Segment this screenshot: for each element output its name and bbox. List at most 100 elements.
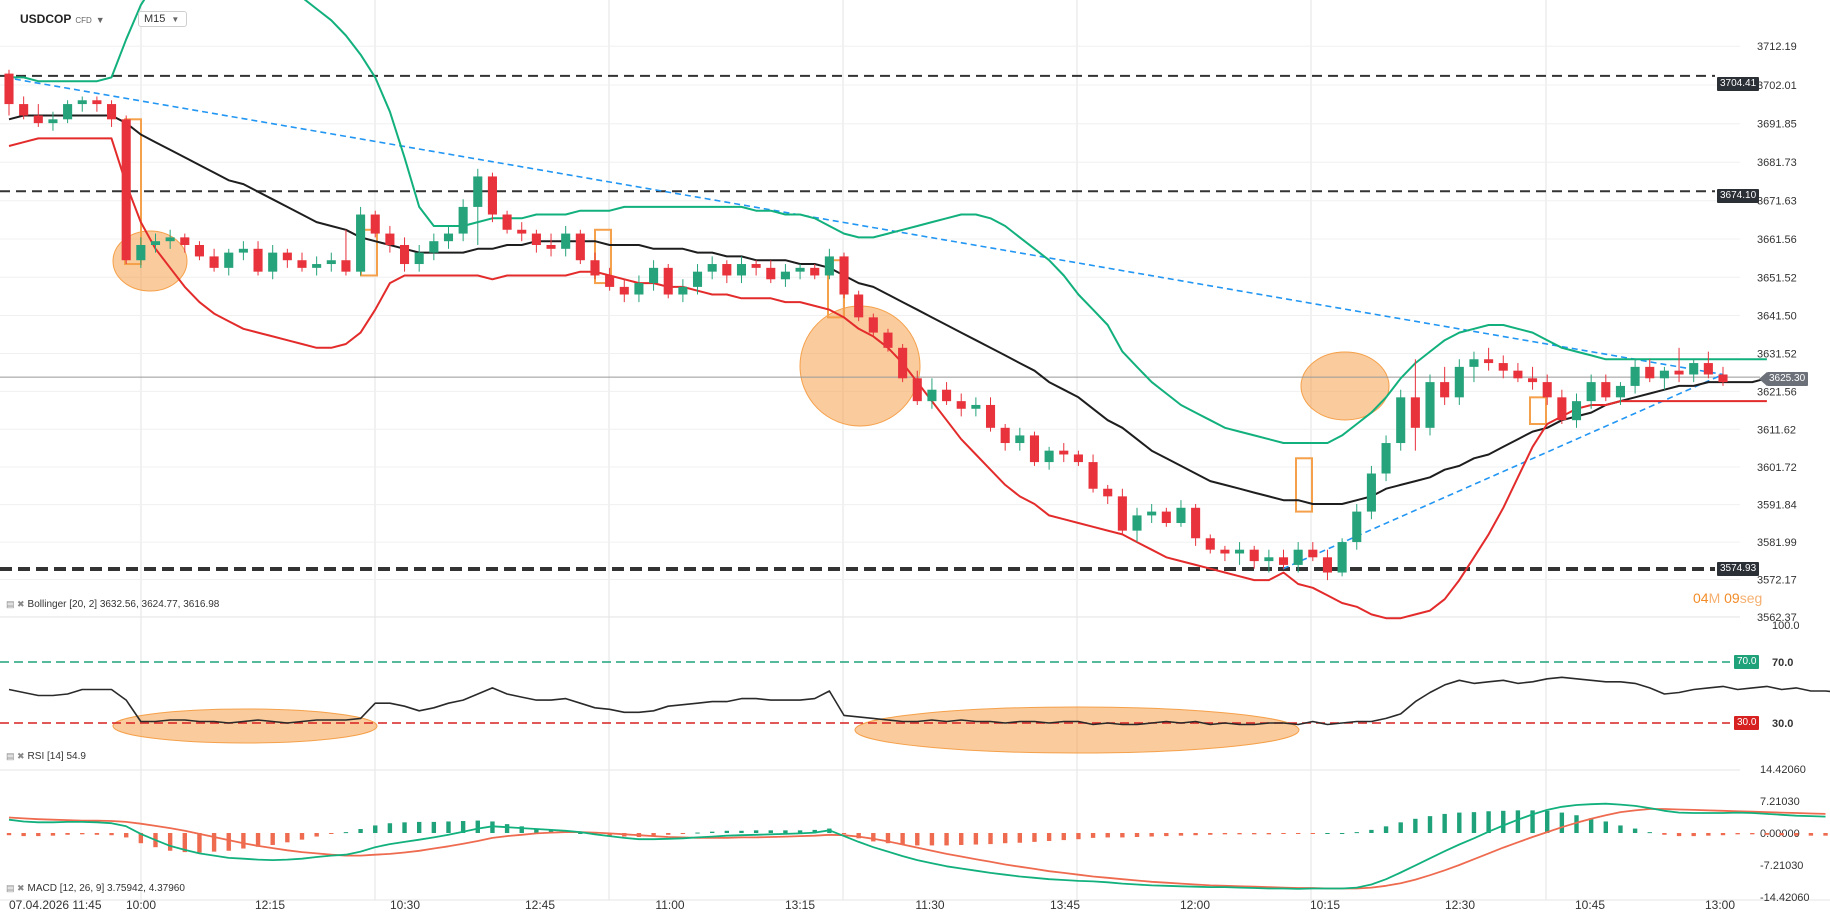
candle-22: [312, 256, 322, 276]
macd-histogram-bar-3: [36, 833, 41, 837]
bollinger-legend[interactable]: ▤ ✖ Bollinger [20, 2] 3632.56, 3624.77, 3…: [6, 599, 219, 610]
price-axis-tick-11: 3611.62: [1757, 424, 1796, 436]
candle-body-84: [1220, 549, 1230, 554]
macd-histogram-bar-46: [666, 833, 671, 835]
rsi-legend[interactable]: ▤ ✖ RSI [14] 54.9: [6, 751, 86, 762]
time-axis-label-12: 12:30: [1445, 898, 1475, 912]
macd-histogram-bar-23: [329, 833, 334, 834]
macd-histogram-bar-72: [1046, 833, 1052, 841]
candle-body-101: [1469, 359, 1479, 367]
candle-body-96: [1396, 397, 1406, 444]
candle-body-49: [707, 264, 717, 272]
candle-body-115: [1674, 370, 1684, 375]
macd-histogram-bar-82: [1193, 833, 1198, 836]
candle-85: [1235, 542, 1245, 565]
macd-histogram-bar-22: [314, 833, 319, 837]
chevron-down-icon[interactable]: ▼: [171, 15, 180, 24]
macd-histogram-bar-95: [1383, 826, 1389, 833]
chevron-down-icon[interactable]: ▼: [95, 15, 105, 25]
macd-histogram-bar-122: [1779, 833, 1784, 836]
candle-body-106: [1542, 382, 1552, 398]
candle-body-82: [1191, 507, 1201, 539]
candle-body-110: [1601, 382, 1611, 398]
candle-33: [473, 168, 483, 245]
timeframe-selector[interactable]: M15 ▼: [138, 11, 188, 27]
current-price-tag: 3625.30: [1758, 372, 1809, 386]
candle-body-22: [312, 264, 322, 268]
level-tag-3: 3574.93: [1717, 562, 1760, 576]
macd-histogram-bar-74: [1076, 833, 1081, 840]
candle-37: [531, 229, 541, 253]
candle-14: [194, 241, 204, 261]
candle-body-97: [1410, 397, 1420, 428]
candle-8: [107, 100, 117, 127]
candle-86: [1249, 545, 1259, 569]
time-axis-label-3: 12:15: [255, 898, 285, 912]
macd-histogram-bar-10: [138, 833, 144, 844]
candle-34: [487, 172, 497, 223]
candle-62: [898, 344, 908, 383]
settings-close-icon[interactable]: ▤ ✖: [6, 751, 25, 761]
macd-histogram-bar-49: [709, 831, 715, 833]
candle-93: [1352, 503, 1362, 550]
macd-axis-tick-5: -14.42060: [1760, 892, 1810, 904]
time-axis-label-5: 12:45: [525, 898, 555, 912]
candle-body-31: [443, 233, 454, 242]
candle-body-51: [736, 264, 747, 276]
macd-histogram-bar-59: [856, 833, 861, 839]
macd-legend[interactable]: ▤ ✖ MACD [12, 26, 9] 3.75942, 4.37960: [6, 883, 185, 894]
candle-118: [1718, 366, 1728, 386]
macd-histogram-bar-121: [1764, 833, 1770, 835]
candle-body-7: [92, 100, 102, 105]
candle-82: [1191, 503, 1201, 546]
macd-histogram-bar-85: [1237, 833, 1242, 835]
macd-histogram-bar-62: [900, 833, 905, 845]
candle-body-47: [678, 286, 688, 295]
candle-52: [751, 260, 761, 276]
macd-histogram-bar-47: [680, 833, 686, 834]
candle-55: [795, 264, 805, 280]
macd-histogram-bar-32: [460, 821, 466, 833]
candle-body-1: [4, 73, 14, 105]
macd-histogram-bar-94: [1369, 829, 1374, 833]
candle-body-98: [1425, 382, 1435, 428]
macd-histogram-bar-50: [724, 830, 730, 833]
candle-body-108: [1571, 401, 1582, 421]
candle-body-86: [1249, 549, 1259, 562]
macd-histogram-bar-28: [402, 822, 407, 833]
highlight-box-5: [1295, 457, 1313, 513]
macd-histogram-bar-40: [578, 833, 583, 834]
candle-body-19: [268, 252, 278, 272]
candle-90: [1308, 542, 1318, 562]
macd-histogram-bar-6: [80, 833, 85, 835]
macd-histogram-bar-103: [1501, 810, 1506, 833]
macd-histogram-bar-58: [841, 833, 847, 834]
settings-close-icon[interactable]: ▤ ✖: [6, 599, 25, 609]
macd-histogram-bar-63: [915, 833, 920, 846]
macd-line: [8, 802, 1826, 890]
candle-28: [399, 237, 410, 272]
candle-body-13: [180, 237, 190, 245]
macd-histogram-bar-123: [1794, 833, 1799, 836]
macd-histogram-bar-16: [226, 833, 231, 851]
price-axis-tick-9: 3631.52: [1757, 348, 1797, 360]
candle-91: [1322, 549, 1333, 581]
macd-axis-tick-4: -7.21030: [1760, 860, 1803, 872]
candle-body-95: [1381, 443, 1391, 474]
settings-close-icon[interactable]: ▤ ✖: [6, 883, 25, 893]
macd-histogram-bar-45: [651, 833, 656, 837]
candle-body-81: [1176, 507, 1186, 524]
macd-histogram-bar-27: [387, 823, 393, 833]
candle-body-50: [722, 264, 732, 276]
timeframe-label: M15: [144, 13, 166, 25]
candle-body-92: [1337, 542, 1347, 573]
candle-98: [1425, 374, 1435, 436]
candle-body-45: [649, 267, 659, 284]
candle-95: [1381, 435, 1391, 482]
price-axis-tick-14: 3581.99: [1757, 537, 1797, 549]
macd-histogram-bar-67: [973, 833, 979, 845]
symbol-selector[interactable]: USDCOP CFD ▼: [20, 12, 105, 26]
candle-body-23: [326, 260, 336, 265]
macd-histogram-bar-71: [1032, 833, 1037, 842]
